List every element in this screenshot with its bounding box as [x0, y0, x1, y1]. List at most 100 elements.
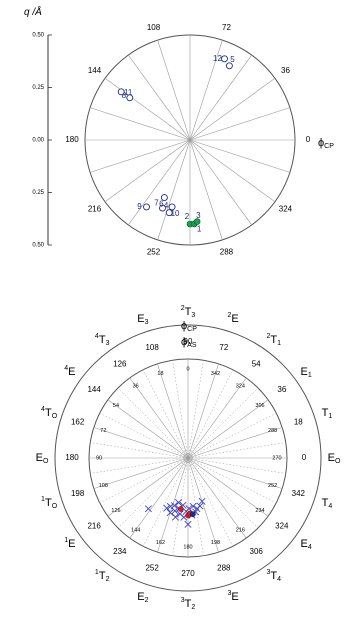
bottom-as-tick-label: 180: [183, 544, 192, 550]
top-radial-tick-label: 0.25: [32, 190, 44, 196]
conformation-letter: T: [185, 598, 192, 610]
bottom-grid-spoke: [93, 427, 189, 459]
top-angle-tick-label: 180: [65, 135, 79, 144]
bottom-as-tick-label: 144: [131, 527, 140, 533]
bottom-grid-dotted-spoke: [99, 412, 189, 459]
top-open-point: [126, 94, 134, 102]
bottom-conformation-label: E4: [300, 538, 311, 551]
bottom-conformation-label: T4: [322, 497, 333, 510]
bottom-grid-dotted-spoke: [172, 360, 189, 459]
conformation-letter: T: [45, 407, 52, 419]
bottom-as-tick-label: 216: [236, 527, 245, 533]
bottom-cp-tick-label: 252: [145, 563, 159, 572]
top-data-points: 47 6 10 9 811 5 12 2 3 1: [117, 54, 235, 234]
conformation-letter: E: [300, 538, 307, 550]
conformation-subscript: 1: [277, 340, 281, 347]
top-grid-spoke: [128, 139, 191, 226]
top-point-label: 2: [185, 212, 190, 221]
bottom-grid-dotted-spoke: [90, 442, 189, 459]
bottom-cross-point: [175, 499, 183, 507]
top-point-label: 12: [213, 54, 222, 63]
top-open-point: [160, 194, 168, 202]
conformation-superscript: 1: [64, 537, 68, 544]
bottom-as-tick-label: 0: [186, 366, 189, 372]
top-grid-spoke: [90, 107, 191, 141]
bottom-cp-tick-label: 198: [71, 489, 85, 498]
top-grid-spoke: [90, 139, 191, 173]
bottom-cp-tick-label: 90: [184, 337, 193, 346]
bottom-as-tick-label: 234: [255, 508, 264, 514]
conformation-superscript: 3: [227, 590, 231, 597]
bottom-grid-spoke: [157, 457, 189, 553]
bottom-conformation-label: 4E: [64, 365, 75, 378]
conformation-letter: T: [45, 497, 52, 509]
top-grid-spoke: [189, 139, 223, 240]
top-radial-axis: 0.50 0.25 0.00 0.25 0.50: [32, 33, 52, 249]
top-grid-spoke: [189, 139, 252, 226]
top-angle-tick-label: 36: [281, 66, 290, 75]
bottom-cp-tick-label: 0: [302, 453, 307, 462]
top-point-label: 5: [230, 55, 235, 64]
bottom-conformation-label: 4T3: [95, 333, 110, 347]
top-grid-spoke: [189, 107, 290, 141]
bottom-cp-tick-label: 36: [277, 385, 286, 394]
top-grid-spoke: [189, 139, 276, 202]
conformation-letter: T: [99, 334, 106, 346]
conformation-letter: E: [137, 313, 144, 325]
conformation-letter: E: [328, 452, 335, 464]
top-point-label: 9: [137, 202, 142, 211]
conformation-letter: T: [99, 570, 106, 582]
bottom-grid-dotted-spoke: [187, 442, 286, 459]
top-radial-tick-label: 0.50: [32, 243, 44, 249]
bottom-grid-dotted-spoke: [117, 457, 189, 529]
conformation-subscript: 3: [145, 319, 149, 326]
bottom-as-tick-label: 126: [111, 508, 120, 514]
top-y-axis-label: q /Å: [24, 5, 42, 18]
bottom-conformation-label: EO: [328, 452, 341, 465]
conformation-subscript: 2: [145, 597, 149, 604]
bottom-conformation-label: E2: [137, 591, 148, 604]
conformation-superscript: 1: [41, 496, 45, 503]
conformation-letter: T: [270, 570, 277, 582]
bottom-as-tick-label: 18: [157, 371, 163, 377]
conformation-superscript: 3: [181, 597, 185, 604]
bottom-grid-spoke: [187, 363, 219, 459]
bottom-grid-spoke: [107, 399, 189, 459]
top-open-point: [117, 88, 125, 96]
top-point-label: 4: [164, 201, 169, 210]
bottom-as-tick-label: 36: [133, 383, 139, 389]
conformation-letter: T: [270, 334, 277, 346]
top-angle-tick-label: 288: [220, 247, 234, 256]
bottom-cross-point: [185, 504, 193, 513]
top-angle-tick-label: 324: [279, 204, 293, 213]
bottom-grid-dotted-spoke: [187, 457, 259, 529]
bottom-cross-point: [166, 509, 174, 517]
conformation-subscript: 4: [308, 544, 312, 551]
top-polar-chart: 0.500.250.000.250.50 q /Å 03672108144180…: [24, 5, 334, 256]
conformation-subscript: 2: [106, 576, 110, 583]
bottom-grid-dotted-spoke: [187, 360, 204, 459]
conformation-subscript: 3: [106, 340, 110, 347]
bottom-grid-spoke: [187, 457, 283, 489]
top-angle-tick-label: 144: [88, 66, 102, 75]
conformation-subscript: 1: [328, 413, 332, 420]
bottom-polar-grid: [54, 324, 322, 592]
bottom-as-tick-label: 342: [211, 371, 220, 377]
bottom-grid-dotted-spoke: [187, 412, 277, 459]
conformation-superscript: 2: [267, 333, 271, 340]
bottom-as-tick-label: 198: [211, 540, 220, 546]
bottom-as-tick-label: 306: [255, 403, 264, 409]
bottom-cross-point: [184, 520, 192, 528]
bottom-conformation-label: 4TO: [41, 406, 58, 420]
top-point-label: 11: [124, 88, 133, 97]
bottom-as-tick-labels: 0 18 36 54 72 90 108 126 144 162 180 198 216 234 252 27…: [96, 366, 282, 550]
conformation-superscript: 3: [267, 569, 271, 576]
bottom-conformation-label: EO: [36, 452, 49, 465]
bottom-grid-spoke: [187, 457, 219, 553]
bottom-cp-tick-label: 234: [113, 547, 127, 556]
bottom-cp-tick-label: 18: [294, 417, 303, 426]
bottom-conformation-label: 1E: [64, 537, 75, 550]
bottom-cross-point: [198, 497, 206, 505]
conformation-subscript: O: [52, 413, 58, 420]
